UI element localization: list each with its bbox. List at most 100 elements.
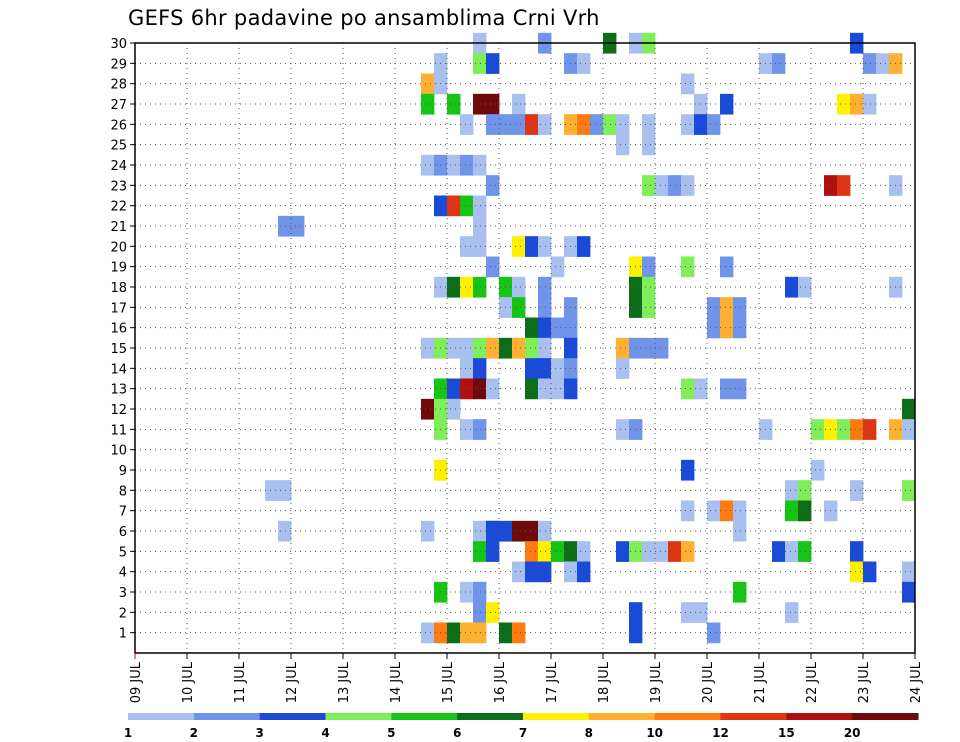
colorbar-swatch <box>588 713 656 720</box>
heatmap-cell <box>447 398 461 420</box>
heatmap-cell <box>512 114 526 135</box>
heatmap-cell <box>577 53 591 74</box>
x-tick-label: 09 JUL <box>129 661 144 703</box>
colorbar-swatch <box>391 713 458 720</box>
y-tick-label: 6 <box>119 525 127 540</box>
heatmap-cell <box>473 602 487 623</box>
y-tick-label: 8 <box>119 484 127 499</box>
heatmap-cell <box>720 256 734 278</box>
x-tick-label: 17 JUL <box>545 661 560 703</box>
heatmap-cell <box>642 256 656 278</box>
heatmap-cell <box>460 581 474 603</box>
heatmap-cell <box>525 520 539 542</box>
colorbar-label: 15 <box>778 726 795 740</box>
heatmap-cell <box>447 93 461 115</box>
heatmap-cell <box>850 480 864 501</box>
y-tick-label: 17 <box>110 301 127 316</box>
colorbar-swatch <box>786 713 853 720</box>
heatmap-cell <box>486 175 500 196</box>
heatmap-cell <box>785 500 799 522</box>
heatmap-cell <box>668 541 682 562</box>
heatmap-cell <box>577 236 591 257</box>
y-tick-label: 27 <box>110 98 127 113</box>
heatmap-cell <box>733 378 747 400</box>
heatmap-cell <box>785 602 799 623</box>
heatmap-cell <box>577 561 591 583</box>
heatmap-cell <box>473 520 487 542</box>
colorbar-swatch <box>193 713 261 720</box>
heatmap-cell <box>850 93 864 115</box>
heatmap-cell <box>460 622 474 644</box>
heatmap-cell <box>837 419 851 440</box>
x-tick-label: 20 JUL <box>701 661 716 703</box>
colorbar-swatch <box>457 713 524 720</box>
heatmap-cell <box>616 337 630 359</box>
heatmap-cell <box>733 520 747 542</box>
heatmap-cell <box>551 378 565 400</box>
heatmap-cell <box>525 561 539 583</box>
heatmap-cell <box>512 561 526 583</box>
heatmap-cell <box>642 541 656 562</box>
y-tick-label: 5 <box>119 545 127 560</box>
heatmap-cell <box>473 541 487 562</box>
heatmap-cell <box>538 114 552 135</box>
colorbar-label: 3 <box>255 726 263 740</box>
heatmap-cell <box>473 53 487 74</box>
y-tick-label: 26 <box>110 118 127 133</box>
heatmap-cell <box>486 602 500 623</box>
y-axis: 1234567891011121314151617181920212223242… <box>110 37 135 642</box>
y-tick-label: 4 <box>119 566 127 581</box>
heatmap-cell <box>525 337 539 359</box>
heatmap-cell <box>642 114 656 135</box>
heatmap-cell <box>772 53 786 74</box>
heatmap-cell <box>681 114 695 135</box>
heatmap-cell <box>538 236 552 257</box>
heatmap-cell <box>720 500 734 522</box>
heatmap-cell <box>902 398 916 420</box>
heatmap-cell <box>486 256 500 278</box>
heatmap-cell <box>460 337 474 359</box>
y-tick-label: 19 <box>110 261 127 276</box>
heatmap-cell <box>512 622 526 644</box>
heatmap-cell <box>538 520 552 542</box>
x-tick-label: 10 JUL <box>181 661 196 703</box>
heatmap-cell <box>655 175 669 196</box>
heatmap-cell <box>473 419 487 440</box>
y-tick-label: 9 <box>119 464 127 479</box>
heatmap-cell <box>616 134 630 156</box>
y-tick-label: 30 <box>110 37 127 52</box>
y-tick-label: 13 <box>110 383 127 398</box>
heatmap-cell <box>473 378 487 400</box>
heatmap-cell <box>655 337 669 359</box>
heatmap-cell <box>421 154 435 176</box>
heatmap-cell <box>421 398 435 420</box>
x-tick-label: 12 JUL <box>285 661 300 703</box>
heatmap-cell <box>538 317 552 339</box>
heatmap-cell <box>525 114 539 135</box>
heatmap-cell <box>863 53 877 74</box>
heatmap-cell <box>642 297 656 318</box>
colorbar-swatch <box>852 713 919 720</box>
y-tick-label: 28 <box>110 78 127 93</box>
colorbar-label: 20 <box>844 726 861 740</box>
heatmap-cell <box>447 195 461 217</box>
heatmap-cell <box>707 297 721 318</box>
x-tick-label: 24 JUL <box>909 661 924 703</box>
heatmap-cell <box>902 480 916 501</box>
grid-lines <box>134 42 916 653</box>
y-tick-label: 23 <box>110 179 127 194</box>
heatmap-cell <box>681 378 695 400</box>
colorbar-label: 12 <box>712 726 729 740</box>
heatmap-cell <box>525 236 539 257</box>
y-tick-label: 29 <box>110 57 127 72</box>
colorbar-label: 6 <box>453 726 461 740</box>
heatmap-cell <box>642 175 656 196</box>
heatmap-cell <box>577 541 591 562</box>
heatmap-cell <box>811 459 825 481</box>
colorbar: 1 2 3 4 5 6 7 8 10 12 15 20 <box>124 713 919 740</box>
x-tick-label: 14 JUL <box>389 661 404 703</box>
heatmap-cell <box>473 236 487 257</box>
chart-title: GEFS 6hr padavine po ansamblima Crni Vrh <box>128 6 600 30</box>
heatmap-cell <box>486 53 500 74</box>
